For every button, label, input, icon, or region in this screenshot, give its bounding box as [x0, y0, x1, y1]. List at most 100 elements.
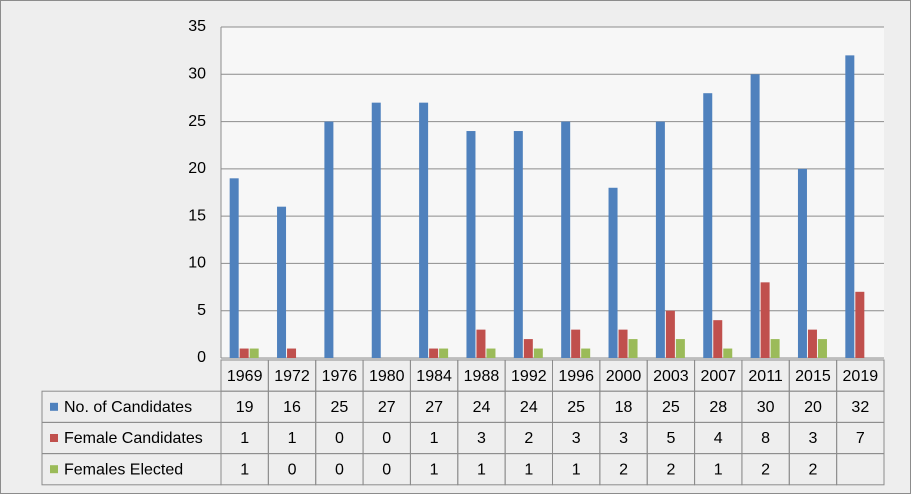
bar — [797, 168, 807, 358]
bar — [486, 348, 496, 358]
bar — [249, 348, 259, 358]
table-value: 16 — [283, 399, 301, 416]
bar — [845, 55, 855, 358]
table-value: 1 — [240, 430, 249, 447]
bar — [523, 339, 533, 358]
table-value: 5 — [666, 430, 675, 447]
x-tick-label: 1976 — [322, 368, 358, 385]
table-value: 25 — [662, 399, 680, 416]
bar — [581, 348, 591, 358]
table-value: 2 — [761, 461, 770, 478]
table-value: 32 — [851, 399, 869, 416]
table-value: 1 — [430, 461, 439, 478]
x-tick-label: 1972 — [274, 368, 310, 385]
y-tick-label: 15 — [188, 207, 206, 224]
bar — [817, 339, 827, 358]
table-value: 1 — [477, 461, 486, 478]
x-tick-label: 2000 — [606, 368, 642, 385]
bar — [571, 329, 581, 358]
table-value: 4 — [714, 430, 723, 447]
x-tick-label: 1996 — [558, 368, 594, 385]
table-value: 3 — [619, 430, 628, 447]
x-tick-label: 2003 — [653, 368, 689, 385]
legend-key — [50, 402, 58, 411]
table-value: 2 — [809, 461, 818, 478]
bar — [675, 339, 685, 358]
bar — [229, 178, 239, 358]
table-value: 1 — [714, 461, 723, 478]
table-value: 7 — [856, 430, 865, 447]
x-tick-label: 1980 — [369, 368, 405, 385]
table-value: 1 — [524, 461, 533, 478]
table-cell — [836, 453, 885, 486]
bar — [419, 102, 429, 359]
x-tick-label: 2007 — [700, 368, 736, 385]
plot-area — [221, 27, 884, 358]
y-tick-label: 30 — [188, 66, 206, 83]
legend-label: Females Elected — [64, 461, 183, 478]
y-tick-label: 0 — [197, 349, 206, 366]
bar — [561, 121, 571, 358]
table-value: 20 — [804, 399, 822, 416]
y-tick-label: 10 — [188, 255, 206, 272]
table-value: 0 — [382, 430, 391, 447]
bar — [324, 121, 334, 358]
table-value: 2 — [666, 461, 675, 478]
bar — [277, 206, 287, 358]
table-value: 2 — [619, 461, 628, 478]
y-tick-label: 5 — [197, 302, 206, 319]
bar — [371, 102, 381, 359]
table-value: 27 — [425, 399, 443, 416]
legend-key — [50, 465, 58, 474]
bar — [770, 339, 780, 358]
table-value: 25 — [330, 399, 348, 416]
bar — [287, 348, 297, 358]
table-value: 27 — [378, 399, 396, 416]
legend-label: Female Candidates — [64, 430, 203, 447]
table-value: 1 — [572, 461, 581, 478]
bar — [723, 348, 733, 358]
bar — [513, 131, 523, 358]
x-tick-label: 2019 — [843, 368, 879, 385]
y-tick-label: 20 — [188, 160, 206, 177]
x-tick-label: 1988 — [464, 368, 500, 385]
table-value: 30 — [757, 399, 775, 416]
bar — [703, 93, 713, 358]
table-value: 3 — [809, 430, 818, 447]
table-value: 8 — [761, 430, 770, 447]
table-value: 1 — [240, 461, 249, 478]
bar — [750, 74, 760, 359]
bar — [533, 348, 543, 358]
table-value: 24 — [473, 399, 491, 416]
bar — [618, 329, 628, 358]
table-value: 0 — [335, 461, 344, 478]
bar — [855, 291, 865, 358]
bar — [608, 187, 618, 358]
table-value: 1 — [430, 430, 439, 447]
table-value: 1 — [288, 430, 297, 447]
bar — [713, 320, 723, 358]
table-value: 0 — [382, 461, 391, 478]
bar — [239, 348, 249, 358]
legend-key — [50, 434, 58, 442]
legend-label: No. of Candidates — [64, 399, 192, 416]
x-tick-label: 1969 — [227, 368, 263, 385]
table-value: 3 — [477, 430, 486, 447]
bar — [466, 131, 476, 358]
table-value: 0 — [335, 430, 344, 447]
y-tick-label: 35 — [188, 18, 206, 35]
bar — [628, 339, 638, 358]
table-value: 2 — [524, 430, 533, 447]
x-tick-label: 1992 — [511, 368, 547, 385]
table-value: 19 — [236, 399, 254, 416]
table-value: 25 — [567, 399, 585, 416]
bar — [665, 310, 675, 358]
bar — [476, 329, 486, 358]
bar — [429, 348, 439, 358]
table-value: 18 — [615, 399, 633, 416]
bar — [655, 121, 665, 358]
x-tick-label: 2015 — [795, 368, 831, 385]
x-tick-label: 1984 — [416, 368, 452, 385]
table-value: 0 — [288, 461, 297, 478]
